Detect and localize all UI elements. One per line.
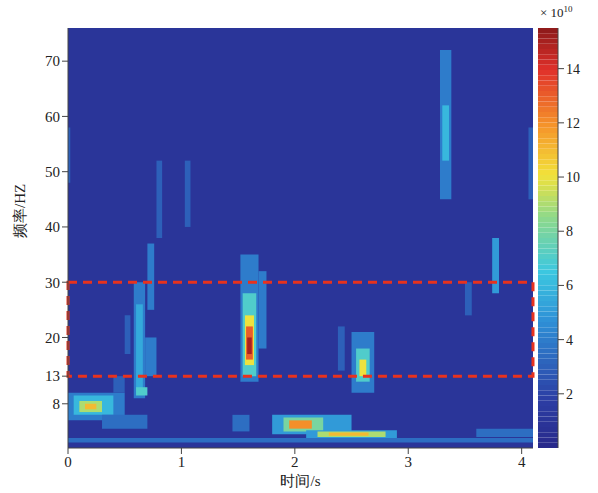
svg-text:50: 50 — [45, 164, 60, 180]
svg-text:30: 30 — [45, 275, 60, 291]
svg-text:14: 14 — [566, 62, 580, 77]
svg-text:频率/HZ: 频率/HZ — [12, 184, 28, 238]
svg-text:2: 2 — [291, 454, 299, 470]
svg-text:12: 12 — [566, 116, 580, 131]
svg-text:时间/s: 时间/s — [280, 473, 320, 489]
svg-text:8: 8 — [53, 396, 61, 412]
svg-text:60: 60 — [45, 109, 60, 125]
svg-text:6: 6 — [566, 278, 573, 293]
svg-text:2: 2 — [566, 387, 573, 402]
svg-text:4: 4 — [518, 454, 526, 470]
svg-text:13: 13 — [45, 368, 60, 384]
html-text:10: 10 — [563, 4, 573, 14]
svg-text:70: 70 — [45, 53, 60, 69]
svg-text:0: 0 — [64, 454, 72, 470]
svg-text:8: 8 — [566, 224, 573, 239]
svg-text:20: 20 — [45, 330, 60, 346]
svg-text:1: 1 — [178, 454, 186, 470]
svg-text:40: 40 — [45, 219, 60, 235]
svg-text:3: 3 — [404, 454, 412, 470]
svg-text:10: 10 — [566, 170, 580, 185]
html-text:× 10: × 10 — [540, 5, 564, 21]
svg-text:4: 4 — [566, 333, 573, 348]
